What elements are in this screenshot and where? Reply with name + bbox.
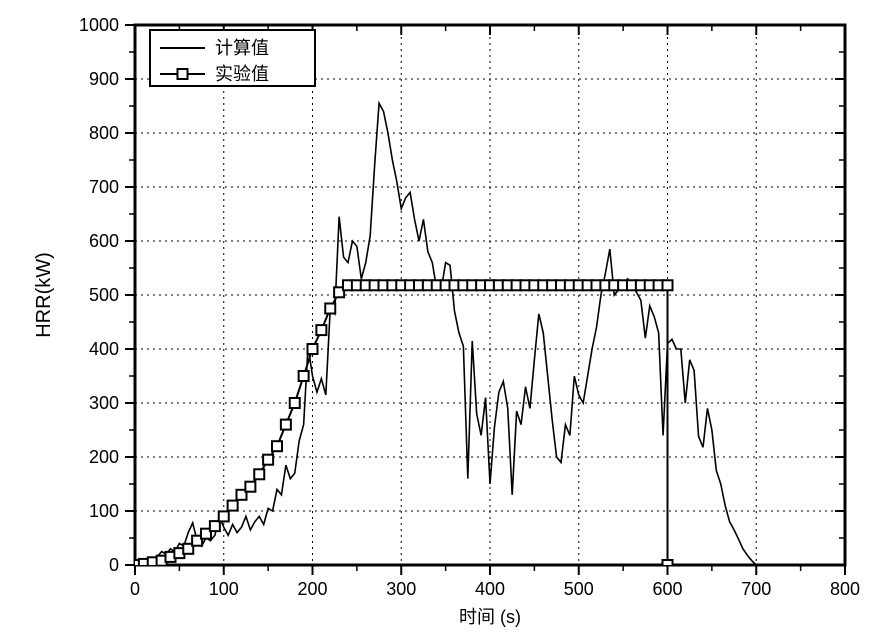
y-tick-label: 900 [89, 69, 119, 89]
x-tick-label: 800 [830, 579, 860, 599]
y-tick-label: 300 [89, 393, 119, 413]
x-tick-label: 200 [297, 579, 327, 599]
y-tick-label: 400 [89, 339, 119, 359]
y-tick-label: 1000 [79, 15, 119, 35]
chart-container: 0 100 200 300 400 500 600 700 800 0 100 200 300 400 50… [0, 0, 887, 639]
y-tick-label: 800 [89, 123, 119, 143]
x-axis-label: 时间 (s) [459, 607, 521, 627]
x-tick-label: 600 [652, 579, 682, 599]
x-tick-label: 100 [209, 579, 239, 599]
x-tick-label: 300 [386, 579, 416, 599]
y-tick-label: 500 [89, 285, 119, 305]
y-axis-label: HRR(kW) [33, 252, 55, 338]
y-tick-label: 600 [89, 231, 119, 251]
y-tick-label: 700 [89, 177, 119, 197]
x-tick-label: 500 [564, 579, 594, 599]
legend-label-0: 计算值 [215, 38, 269, 58]
y-tick-label: 100 [89, 501, 119, 521]
y-tick-label: 200 [89, 447, 119, 467]
legend-label-1: 实验值 [215, 64, 269, 84]
y-tick-label: 0 [109, 555, 119, 575]
x-tick-label: 700 [741, 579, 771, 599]
x-tick-label: 400 [475, 579, 505, 599]
x-tick-label: 0 [130, 579, 140, 599]
hrr-chart: 0 100 200 300 400 500 600 700 800 0 100 200 300 400 50… [0, 0, 887, 639]
